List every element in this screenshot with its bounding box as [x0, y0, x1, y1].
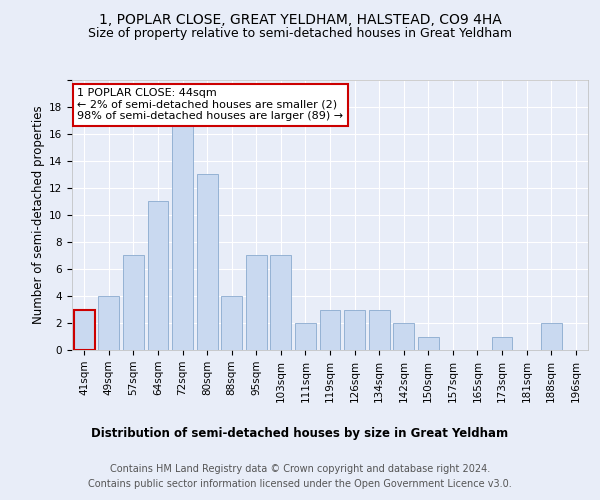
Bar [98, 296, 119, 350]
Bar [491, 336, 512, 350]
Bar [295, 323, 316, 350]
Bar [172, 120, 193, 350]
Bar [271, 256, 292, 350]
Bar [418, 336, 439, 350]
Text: Size of property relative to semi-detached houses in Great Yeldham: Size of property relative to semi-detach… [88, 28, 512, 40]
Bar [246, 256, 267, 350]
Bar [393, 323, 414, 350]
Bar [221, 296, 242, 350]
Bar [74, 310, 95, 350]
Bar [344, 310, 365, 350]
Text: 1, POPLAR CLOSE, GREAT YELDHAM, HALSTEAD, CO9 4HA: 1, POPLAR CLOSE, GREAT YELDHAM, HALSTEAD… [98, 12, 502, 26]
Bar [541, 323, 562, 350]
Bar [123, 256, 144, 350]
Bar [320, 310, 340, 350]
Bar [148, 202, 169, 350]
Text: Contains HM Land Registry data © Crown copyright and database right 2024.: Contains HM Land Registry data © Crown c… [110, 464, 490, 474]
Bar [368, 310, 389, 350]
Text: 1 POPLAR CLOSE: 44sqm
← 2% of semi-detached houses are smaller (2)
98% of semi-d: 1 POPLAR CLOSE: 44sqm ← 2% of semi-detac… [77, 88, 343, 122]
Bar [197, 174, 218, 350]
Text: Distribution of semi-detached houses by size in Great Yeldham: Distribution of semi-detached houses by … [91, 428, 509, 440]
Y-axis label: Number of semi-detached properties: Number of semi-detached properties [32, 106, 45, 324]
Text: Contains public sector information licensed under the Open Government Licence v3: Contains public sector information licen… [88, 479, 512, 489]
